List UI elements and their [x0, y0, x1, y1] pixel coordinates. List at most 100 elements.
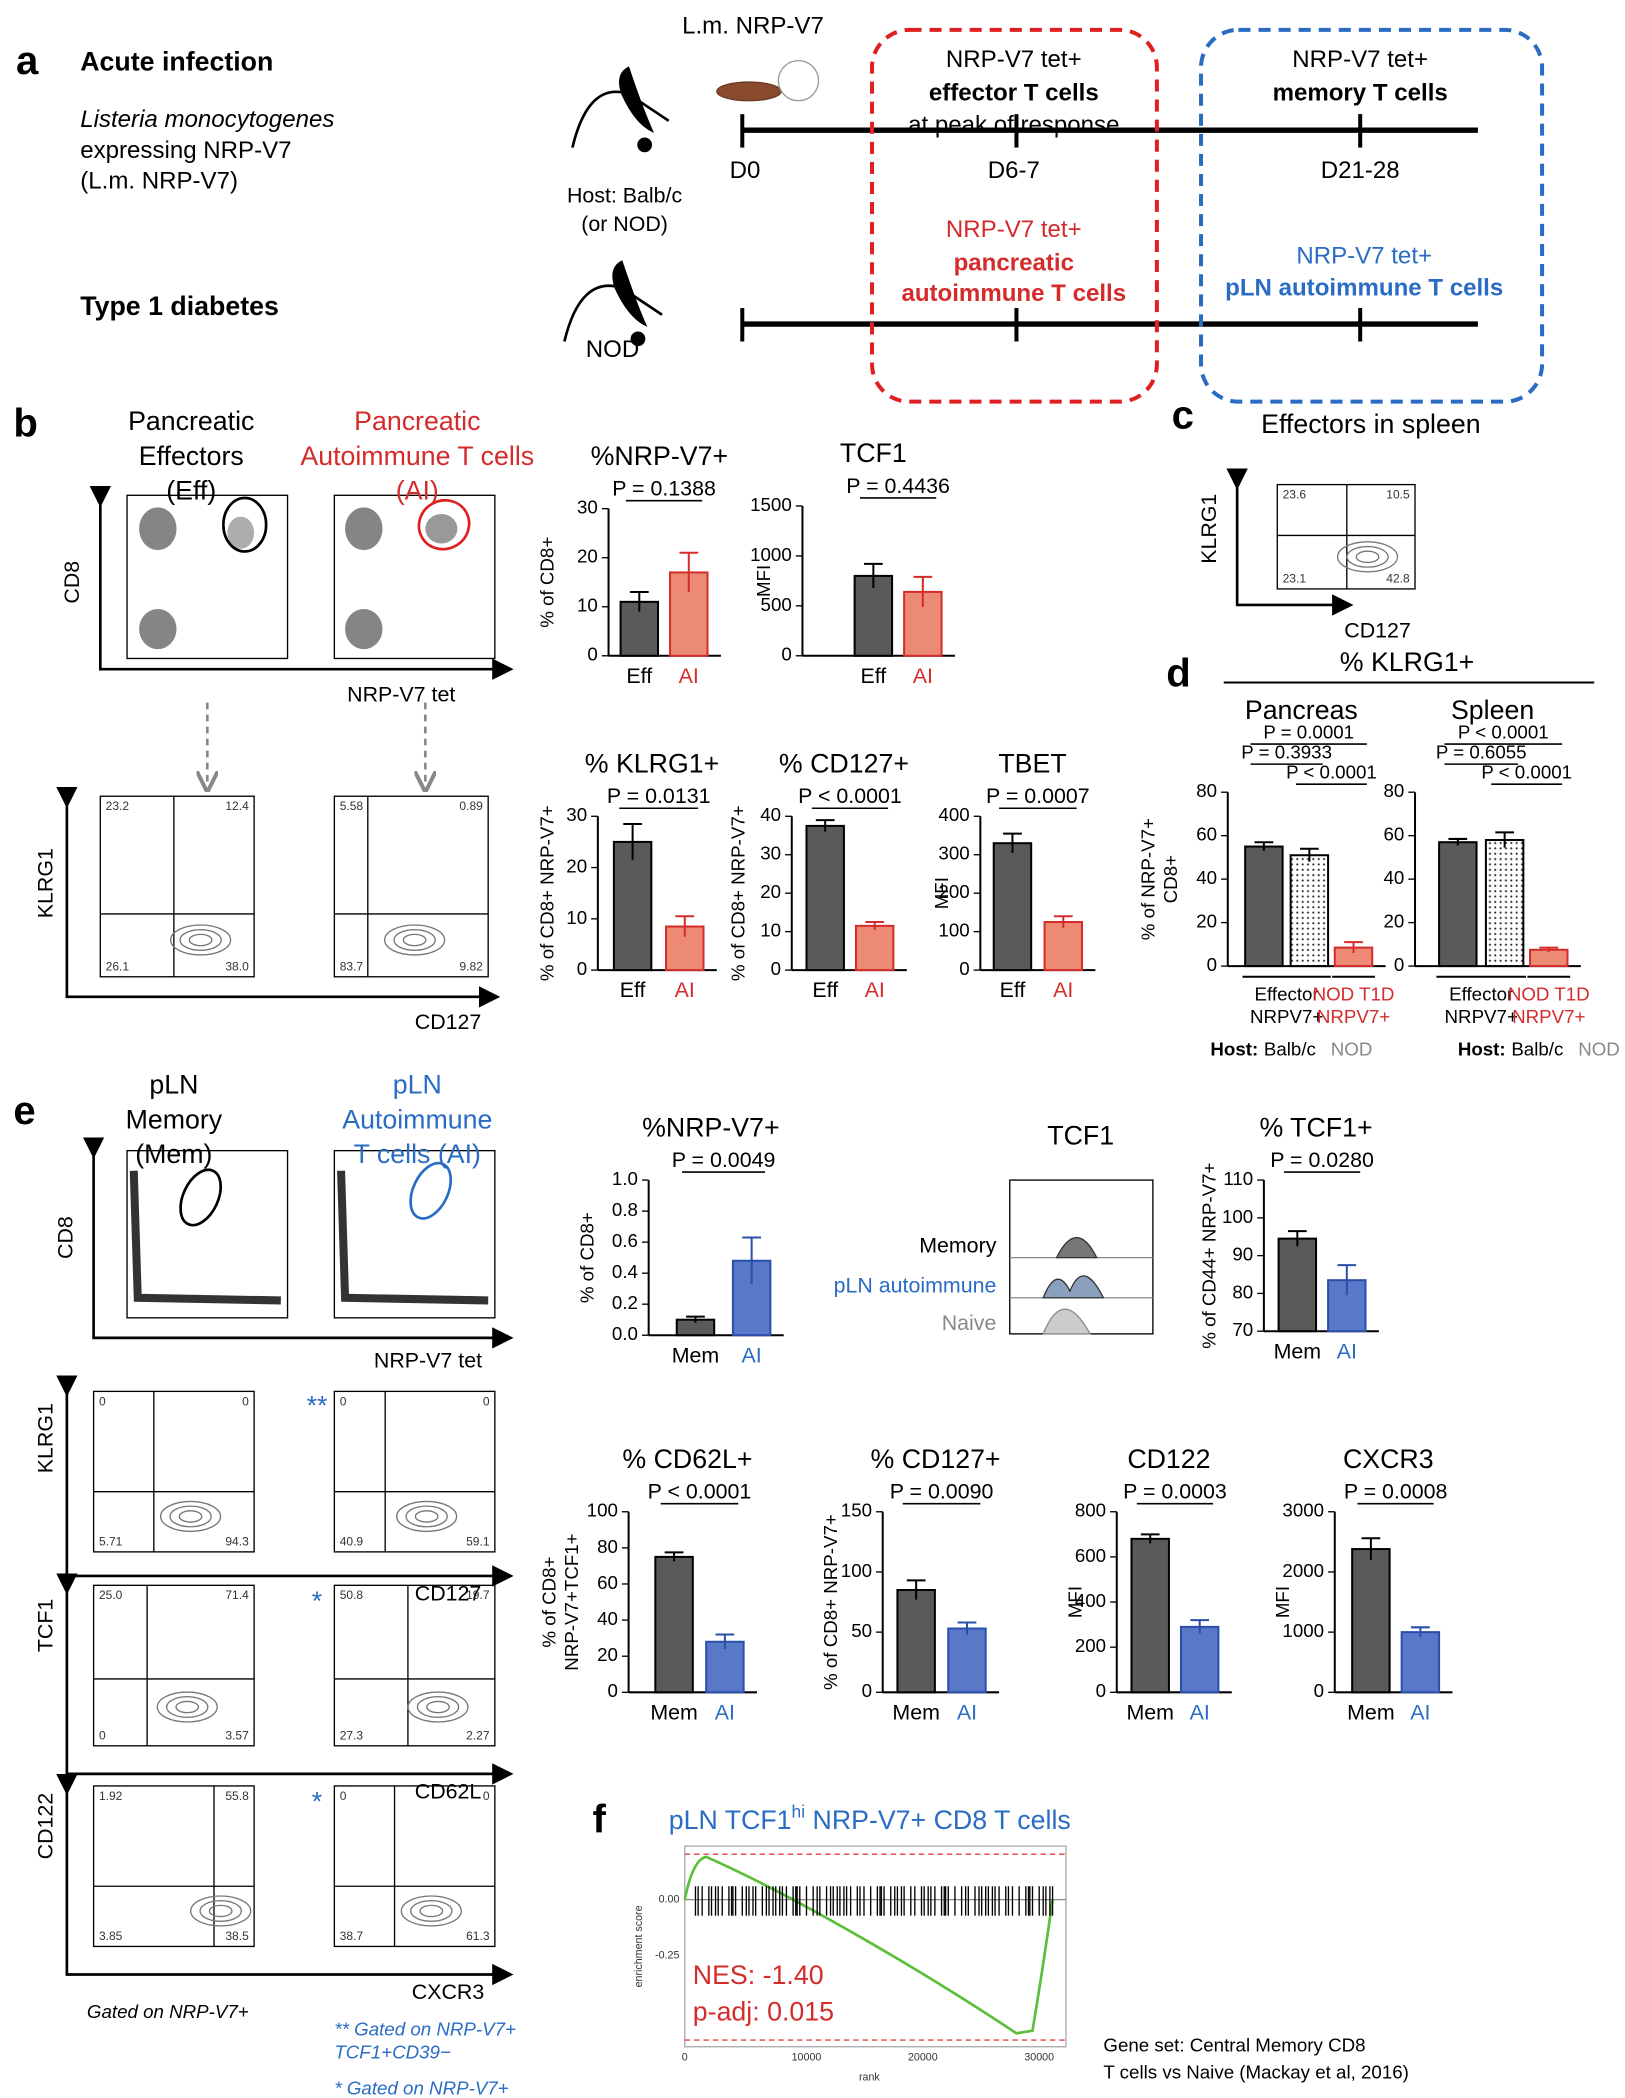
bar [1130, 1537, 1170, 1694]
y-tick-label: 60 [597, 1572, 618, 1593]
y-tick-label: 80 [597, 1536, 618, 1557]
label: 0.00 [659, 1893, 680, 1905]
y-tick-label: 0 [1314, 1680, 1324, 1701]
y-tick-label: 0 [1096, 1680, 1106, 1701]
chart-title: %NRP-V7+ [642, 1112, 779, 1142]
label: 0 [682, 2051, 688, 2063]
bar [1400, 1631, 1441, 1694]
label: Gene set: Central Memory CD8 [1103, 2035, 1365, 2056]
contour [156, 1691, 218, 1723]
quadrant-value: 0 [99, 1394, 106, 1408]
bar [654, 1555, 694, 1694]
y-tick-label: 20 [577, 546, 598, 567]
quadrant-value: 0 [340, 1394, 347, 1408]
quadrant-value: 2.27 [466, 1729, 490, 1743]
y-tick-label: 70 [1232, 1319, 1253, 1340]
chart-title: CD122 [1127, 1444, 1210, 1474]
y-axis-label: % of CD8+ [576, 1212, 597, 1303]
x-tick-label: Eff [812, 978, 838, 1002]
group-label: Effector [1449, 983, 1513, 1004]
comparison-label: P = 0.0007 [986, 784, 1090, 808]
label: (AI) [396, 476, 439, 506]
error-bar [1539, 946, 1559, 952]
x-tick-label: AI [957, 1700, 977, 1724]
y-tick-label: 0 [1207, 954, 1217, 975]
error-bar [957, 1621, 977, 1635]
bar [1043, 921, 1083, 972]
y-tick-label: 40 [1196, 867, 1217, 888]
label: Acute infection [80, 46, 273, 76]
y-tick-label: 30 [566, 804, 587, 825]
label: CD127 [415, 1010, 482, 1034]
label: pLN autoimmune T cells [1225, 275, 1503, 302]
x-tick-label: Mem [650, 1700, 698, 1724]
comparison-label: P < 0.0001 [1286, 761, 1377, 782]
label: TCF1 [33, 1599, 57, 1652]
label: D0 [730, 157, 761, 184]
flow-plot [92, 1584, 255, 1747]
flow-plot [333, 1785, 496, 1948]
bar [854, 924, 895, 972]
y-tick-label: 0.4 [612, 1261, 638, 1282]
label: Balb/c [1511, 1038, 1563, 1059]
chart-title: %NRP-V7+ [591, 441, 728, 471]
y-tick-label: 0.8 [612, 1199, 638, 1220]
y-tick-label: 80 [1196, 780, 1217, 801]
quadrant-value: 12.4 [225, 799, 249, 813]
y-tick-label: 100 [938, 920, 969, 941]
quadrant-value: 3.85 [99, 1929, 123, 1943]
label: (Mem) [135, 1139, 212, 1169]
y-axis-label: % of CD44+ NRP-V7+ [1198, 1162, 1219, 1348]
contour [165, 1696, 209, 1718]
label: KLRG1 [33, 1403, 57, 1473]
label: TCF1 [1047, 1120, 1114, 1150]
label: e [13, 1088, 35, 1133]
y-tick-label: 90 [1232, 1244, 1253, 1265]
error-bar [715, 1633, 735, 1649]
y-axis-label: MFI [931, 877, 952, 909]
error-bar [1003, 832, 1022, 853]
flow-plot [333, 1584, 496, 1747]
label: * [312, 1586, 322, 1616]
y-tick-label: 20 [760, 881, 781, 902]
contour [419, 1904, 444, 1918]
quadrant-value: 38.7 [340, 1929, 364, 1943]
label: D21-28 [1321, 157, 1400, 184]
label: 10000 [792, 2051, 822, 2063]
label: a [16, 38, 39, 83]
x-tick-label: Mem [672, 1343, 720, 1367]
label: d [1166, 650, 1191, 695]
contour [400, 1895, 462, 1927]
group-label: NOD T1D [1508, 983, 1590, 1004]
label: (or NOD) [581, 212, 668, 236]
label: % KLRG1+ [1340, 647, 1474, 677]
bar [1529, 948, 1569, 968]
contour [1336, 541, 1399, 573]
contour [402, 933, 427, 947]
contour [188, 933, 213, 947]
label: * [312, 1786, 322, 1816]
y-tick-label: 20 [1196, 911, 1217, 932]
error-bar [1411, 1626, 1430, 1637]
label: ** Gated on NRP-V7+ [334, 2019, 516, 2040]
label: pancreatic [954, 249, 1074, 276]
label: Type 1 diabetes [80, 291, 279, 321]
contour [426, 1700, 450, 1714]
chart-title: Spleen [1451, 695, 1534, 725]
label: Memory [919, 1234, 997, 1258]
y-axis-label: CD8+ [1160, 855, 1181, 903]
label: 20000 [908, 2051, 938, 2063]
label: NOD [1578, 1038, 1620, 1059]
error-bar [1287, 1230, 1307, 1247]
error-bar [623, 822, 642, 860]
error-bar [1140, 1533, 1160, 1544]
label: KLRG1 [1197, 494, 1221, 564]
quadrant-value: 27.3 [340, 1729, 364, 1743]
error-bar [742, 1236, 762, 1285]
bar [1244, 845, 1284, 968]
label: Gated on NRP-V7+ [87, 2001, 249, 2022]
y-tick-label: 0 [771, 958, 781, 979]
label: * Gated on NRP-V7+ [334, 2077, 508, 2098]
bar [1438, 841, 1478, 968]
label: NOD [1331, 1038, 1373, 1059]
